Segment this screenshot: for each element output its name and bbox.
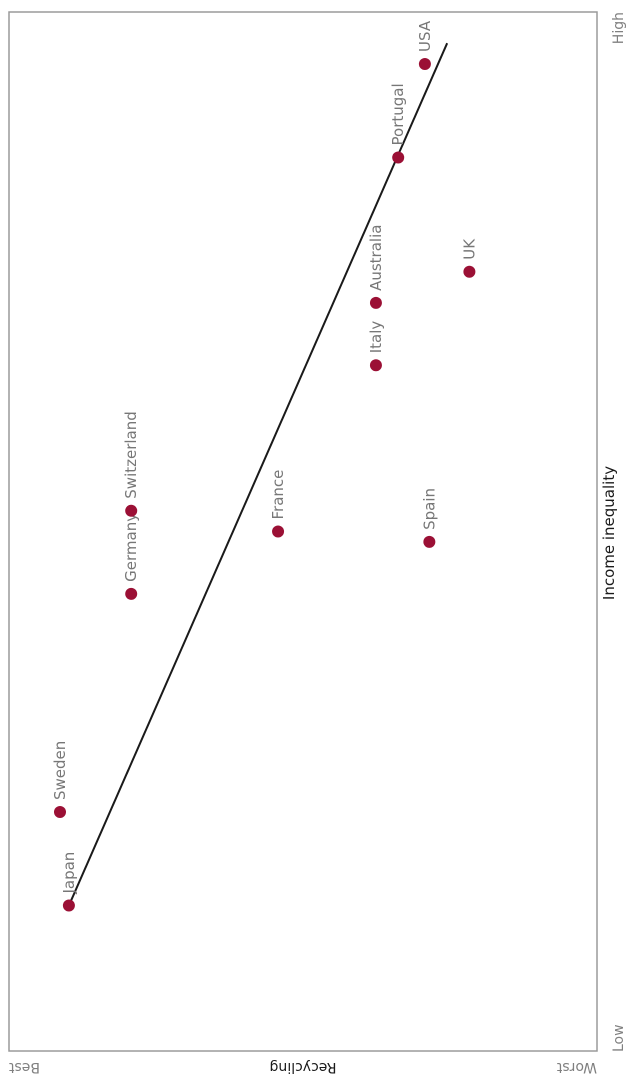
- data-point-switzerland: [125, 504, 138, 517]
- plot-frame: [8, 11, 598, 1052]
- trendline: [67, 42, 449, 906]
- point-label-spain: Spain: [420, 488, 438, 530]
- point-label-australia: Australia: [367, 225, 385, 291]
- data-point-portugal: [392, 151, 405, 164]
- points-layer: Japan Sweden Germany Switzerland France Spain…: [51, 20, 478, 912]
- point-label-uk: UK: [460, 238, 478, 260]
- point-label-japan: Japan: [60, 852, 78, 895]
- point-label-portugal: Portugal: [389, 83, 407, 145]
- plot-area: Japan Sweden Germany Switzerland France Spain…: [8, 11, 598, 1052]
- point-label-germany: Germany: [122, 513, 140, 582]
- y-tick-worst: Worst: [556, 1059, 597, 1075]
- data-point-germany: [125, 587, 138, 600]
- data-point-japan: [62, 899, 75, 912]
- point-label-italy: Italy: [367, 321, 385, 354]
- x-tick-low: Low: [611, 1024, 627, 1052]
- data-point-italy: [369, 359, 382, 372]
- data-point-france: [272, 525, 285, 538]
- x-axis-label: Income inequality: [600, 466, 618, 600]
- point-label-switzerland: Switzerland: [122, 411, 140, 499]
- data-point-sweden: [54, 806, 66, 819]
- point-label-sweden: Sweden: [51, 741, 69, 800]
- data-point-usa: [418, 57, 431, 70]
- y-tick-best: Best: [9, 1059, 41, 1075]
- point-label-france: France: [269, 470, 287, 520]
- point-label-usa: USA: [416, 20, 434, 52]
- data-point-spain: [423, 535, 436, 548]
- y-axis-label: Recycling: [270, 1059, 337, 1075]
- data-point-uk: [463, 265, 476, 278]
- x-tick-high: High: [611, 12, 627, 44]
- data-point-australia: [369, 296, 382, 309]
